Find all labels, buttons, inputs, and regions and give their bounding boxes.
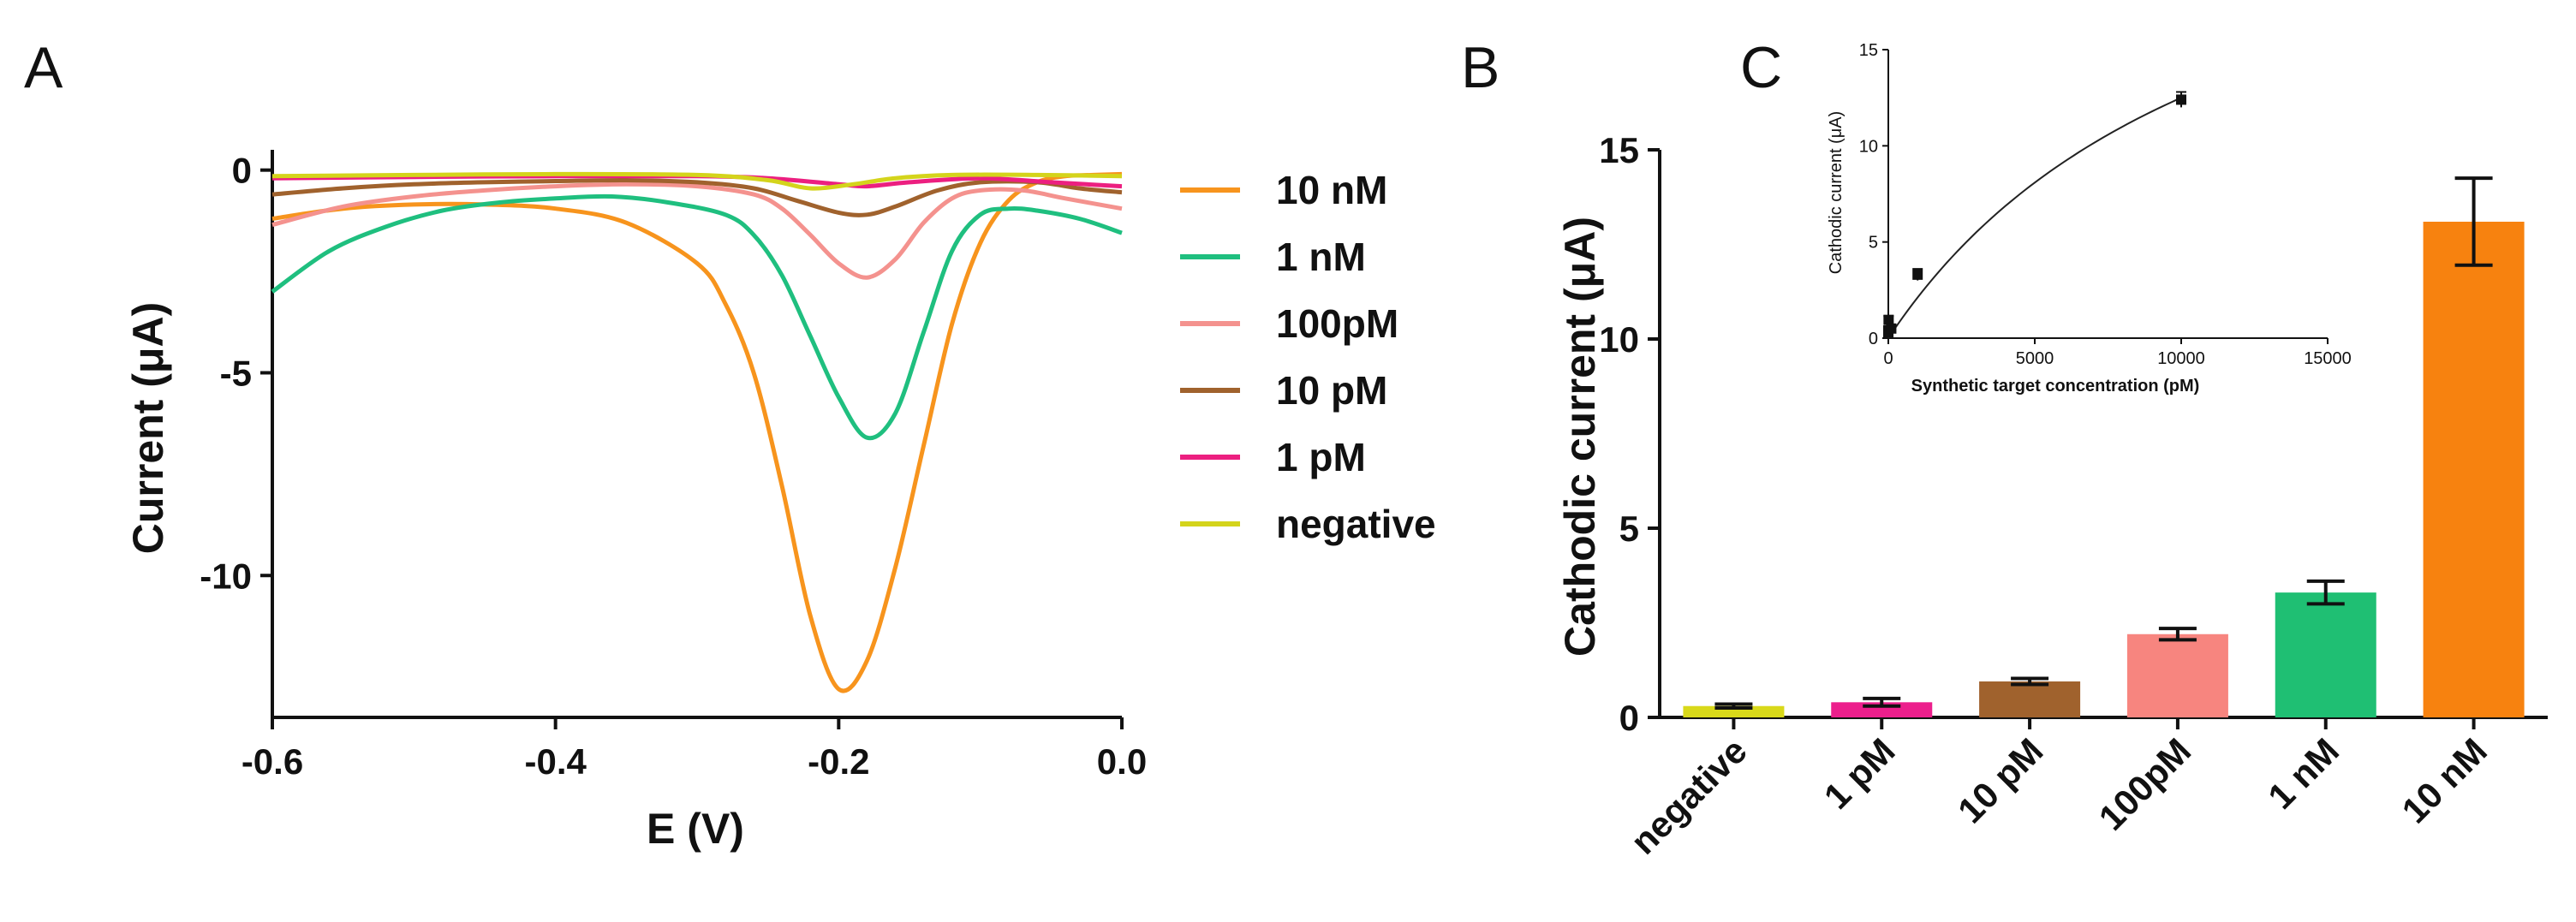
chart-b-bar-0: [1683, 705, 1785, 717]
chart-a-x-tick-label: -0.6: [242, 741, 303, 782]
chart-a-series-0: [271, 171, 1123, 693]
chart-a-x-tick-label: -0.4: [524, 741, 587, 782]
chart-c-x-tick-label: 0: [1883, 349, 1893, 368]
chart-c-x-tick-label: 5000: [2016, 349, 2054, 368]
chart-b-bar-3: [2126, 634, 2228, 717]
chart-b-x-tick-label: 10 pM: [1950, 730, 2050, 830]
chart-a-series-5: [271, 171, 1123, 191]
chart-c-point-2: [1883, 314, 1894, 325]
chart-b-axes: 0 5 10 15 negative 1 pM 10 pM 100pM 1 nM 10 nM: [1599, 130, 2548, 862]
chart-c-point-5: [2176, 94, 2186, 105]
chart-b-ylabel: Cathodic current (μA): [1556, 217, 1604, 657]
chart-b-bar-2: [1979, 681, 2081, 717]
chart-c-y-tick-label: 5: [1869, 234, 1878, 253]
chart-b-x-tick-label: 100pM: [2091, 730, 2199, 838]
chart-a: -0.6 -0.4 -0.2 0.0 0 -5 -10 E (V) Current (μA)…: [124, 150, 1436, 853]
chart-b-x-tick-label: 10 nM: [2394, 730, 2495, 830]
chart-c-point-4: [1912, 269, 1923, 280]
chart-c-points: [1883, 91, 2186, 339]
chart-a-xlabel: E (V): [647, 805, 744, 853]
chart-a-legend-label: 10 pM: [1276, 368, 1387, 413]
chart-a-series-1: [271, 193, 1123, 441]
chart-b-y-tick-label: 5: [1619, 509, 1639, 549]
chart-c-x-tick-label: 10000: [2157, 349, 2205, 368]
chart-b: 0 5 10 15 negative 1 pM 10 pM 100pM 1 nM 10 nM Ca…: [1556, 130, 2548, 862]
chart-b-y-tick-label: 15: [1599, 130, 1639, 170]
chart-a-legend-label: 1 pM: [1276, 435, 1366, 479]
chart-b-bar-1: [1831, 702, 1933, 717]
chart-a-legend-label: 1 nM: [1276, 235, 1366, 279]
chart-c-y-tick-label: 10: [1859, 137, 1878, 156]
chart-a-y-tick-label: 0: [232, 151, 252, 191]
chart-c-point-3: [1886, 323, 1897, 334]
chart-a-x-tick-label: -0.2: [808, 741, 869, 782]
chart-c-x-tick-label: 15000: [2304, 349, 2352, 368]
chart-b-y-tick-label: 0: [1619, 698, 1639, 738]
chart-b-bar-5: [2423, 221, 2525, 718]
chart-c: 0 5000 10000 15000 0 5 10 15 Synthetic target c…: [1827, 41, 2352, 396]
chart-a-ylabel: Current (μA): [124, 302, 172, 554]
chart-c-ylabel: Cathodic current (μA): [1827, 111, 1846, 274]
chart-a-y-tick-label: -5: [220, 353, 252, 393]
chart-a-series-3: [271, 177, 1123, 217]
chart-b-x-tick-label: 1 pM: [1816, 730, 1903, 817]
chart-a-series-2: [271, 181, 1123, 280]
chart-c-y-tick-label: 15: [1859, 41, 1878, 60]
chart-c-fit-curve: [1887, 97, 2182, 339]
panel-letter-c: C: [1740, 35, 1782, 100]
panel-letter-a: A: [24, 35, 63, 100]
chart-b-bars: [1683, 176, 2525, 718]
chart-b-bar-4: [2275, 592, 2376, 717]
chart-b-x-tick-label: 1 nM: [2260, 730, 2346, 817]
chart-c-y-tick-label: 0: [1869, 330, 1878, 348]
chart-a-x-tick-label: 0.0: [1097, 741, 1147, 782]
chart-a-legend-label: 100pM: [1276, 301, 1398, 346]
chart-c-xlabel: Synthetic target concentration (pM): [1911, 377, 2200, 396]
chart-a-legend-label: negative: [1276, 502, 1436, 546]
chart-a-axes: -0.6 -0.4 -0.2 0.0 0 -5 -10: [200, 150, 1147, 782]
chart-a-legend-label: 10 nM: [1276, 168, 1387, 212]
chart-a-lines: [271, 171, 1123, 693]
chart-a-y-tick-label: -10: [200, 556, 252, 596]
panel-letter-b: B: [1461, 35, 1500, 100]
chart-b-y-tick-label: 10: [1599, 319, 1639, 360]
chart-b-x-tick-label: negative: [1623, 730, 1755, 862]
chart-c-axes: 0 5000 10000 15000 0 5 10 15: [1859, 41, 2352, 368]
chart-a-legend: 10 nM 1 nM 100pM 10 pM 1 pM negative: [1180, 168, 1436, 546]
